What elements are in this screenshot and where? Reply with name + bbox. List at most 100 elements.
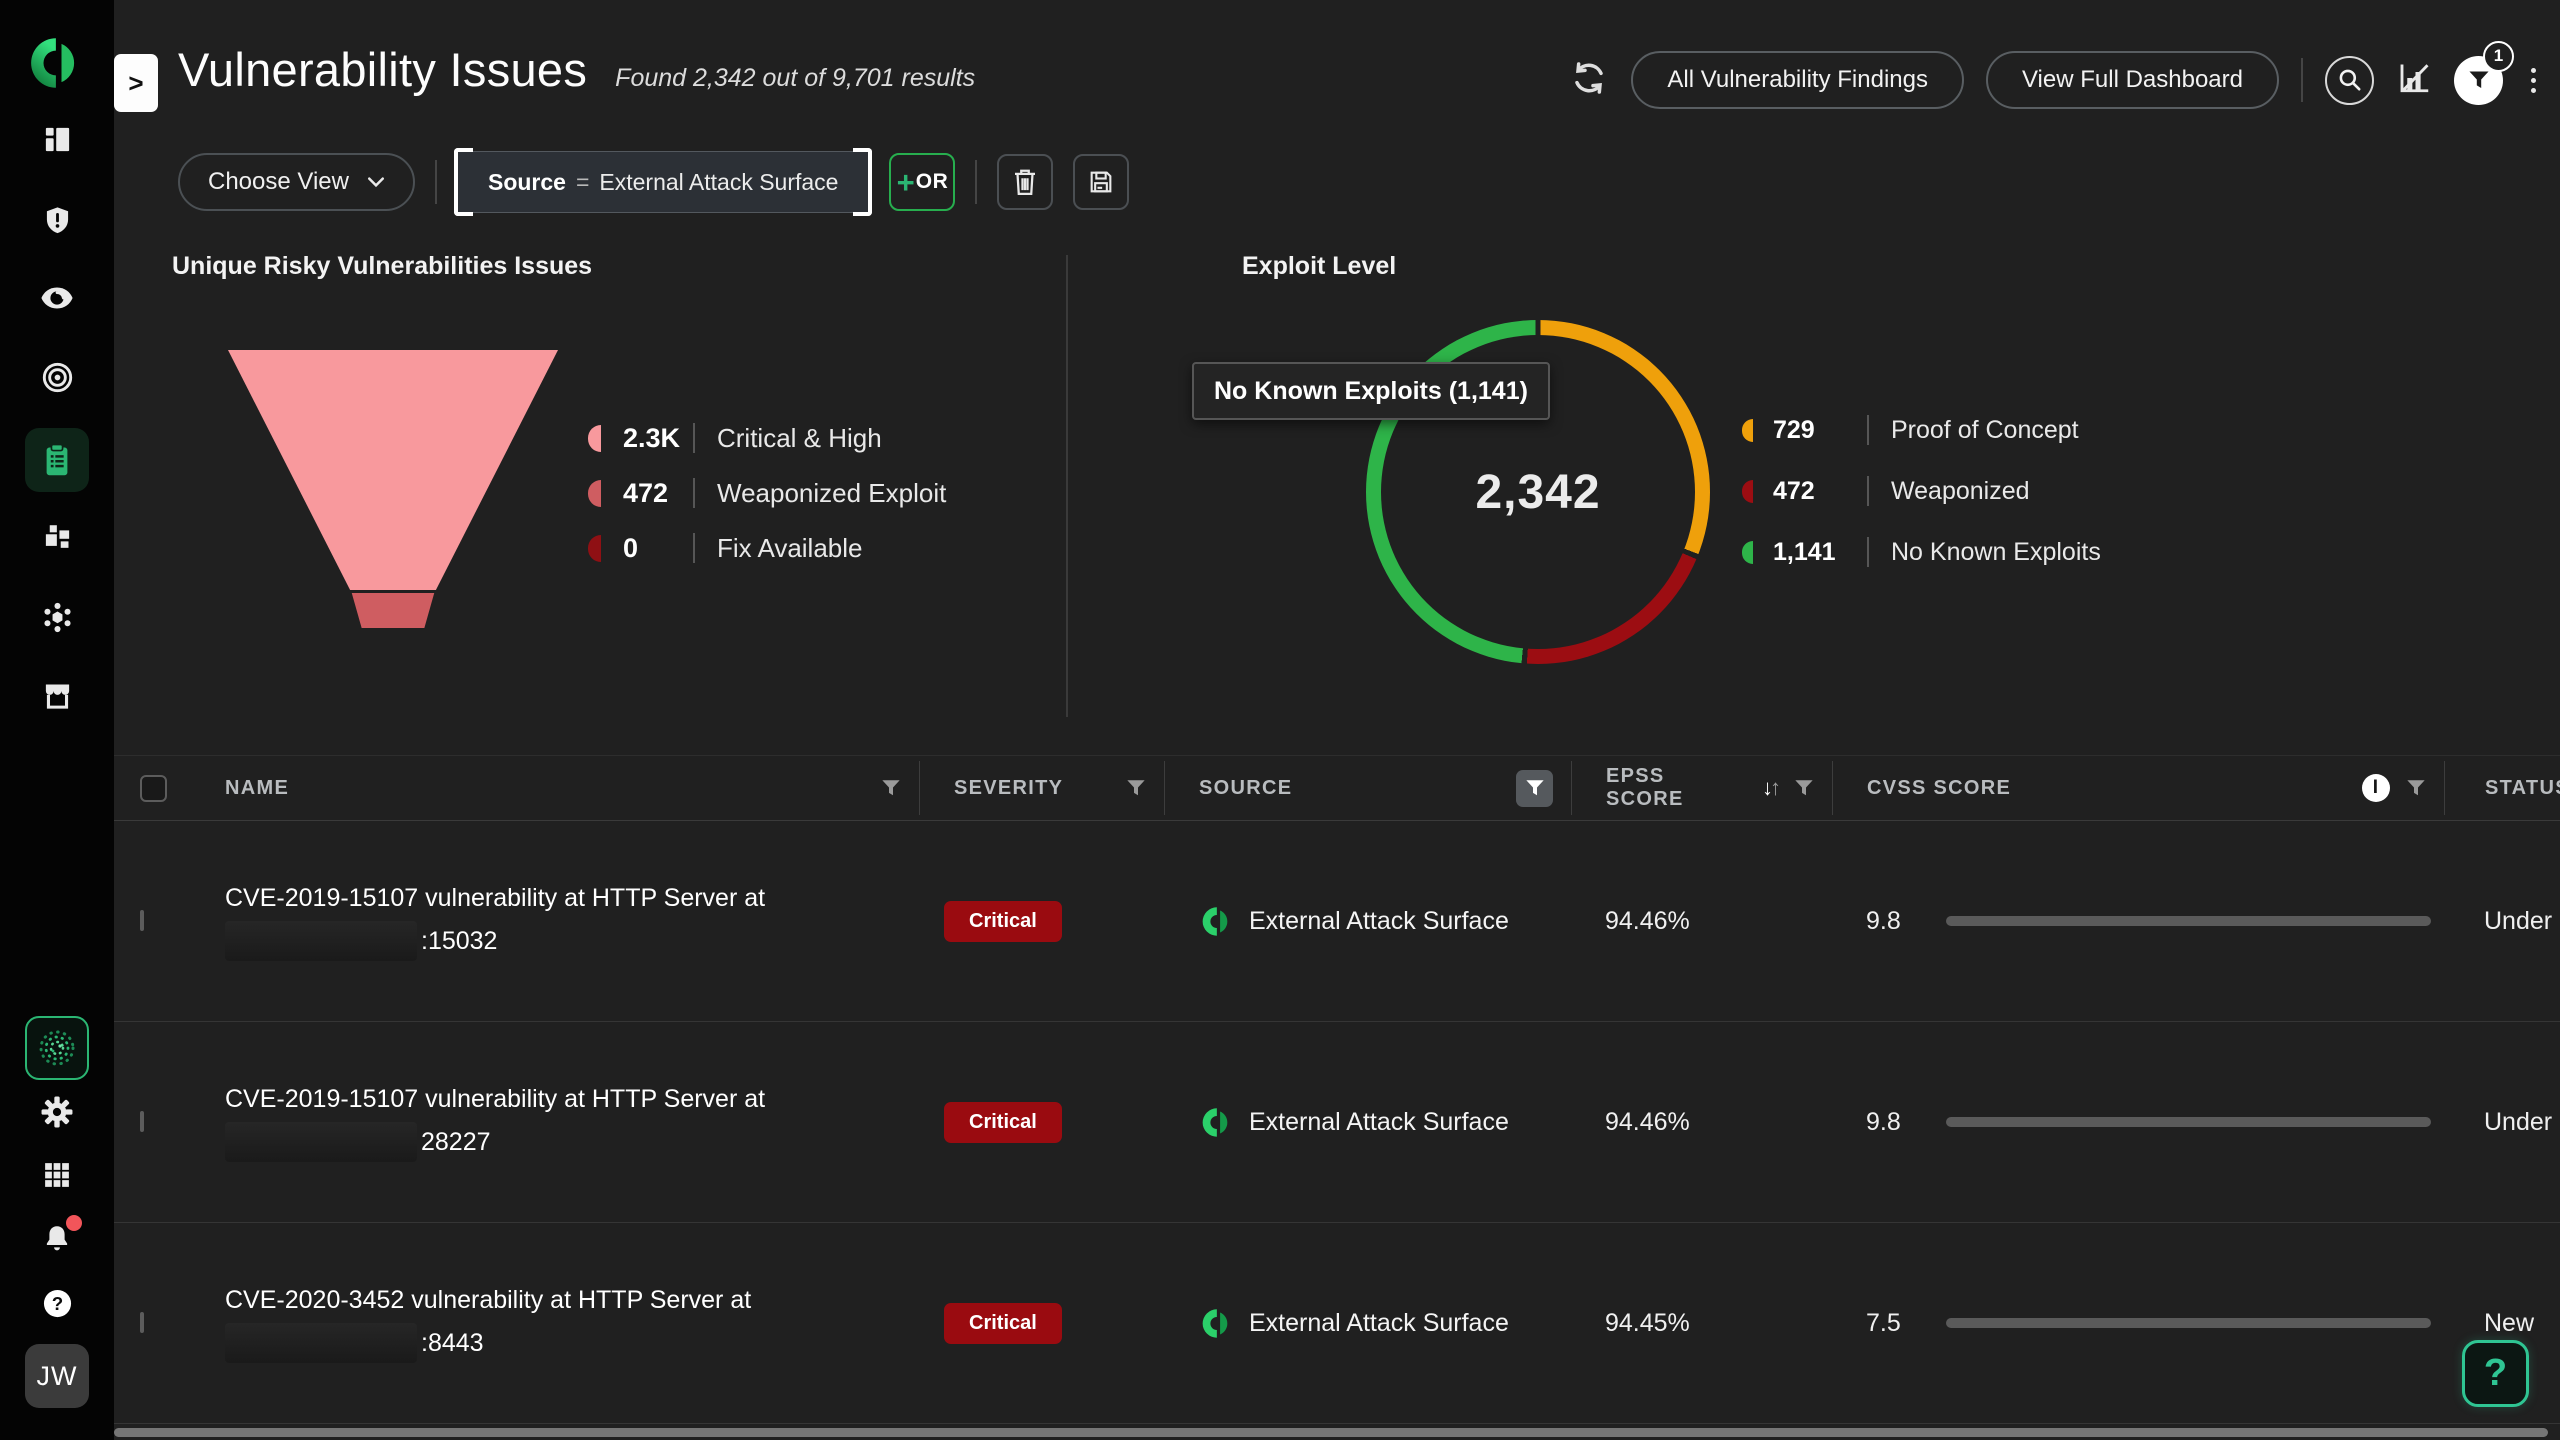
sidebar-item-settings[interactable] bbox=[0, 1096, 114, 1133]
legend-item: 2.3K Critical & High bbox=[588, 422, 946, 454]
sidebar-item-apps[interactable] bbox=[0, 1160, 114, 1195]
more-options-button[interactable] bbox=[2525, 62, 2542, 99]
legend-item: 472 Weaponized bbox=[1742, 475, 2101, 507]
vulnerability-name[interactable]: CVE-2020-3452 vulnerability at HTTP Serv… bbox=[214, 1283, 919, 1363]
panel-divider bbox=[1066, 255, 1068, 717]
select-all-checkbox[interactable] bbox=[140, 774, 167, 802]
severity-badge: Critical bbox=[944, 900, 1062, 942]
donut-total: 2,342 bbox=[1475, 465, 1601, 519]
cvss-score: 9.8 bbox=[1866, 1107, 1901, 1136]
row-checkbox[interactable] bbox=[140, 1111, 144, 1132]
choose-view-dropdown[interactable]: Choose View bbox=[178, 153, 415, 211]
risk-funnel-chart[interactable] bbox=[228, 350, 558, 628]
status-value: Under Investigation bbox=[2484, 1107, 2560, 1136]
status-value: Under Investigation bbox=[2484, 906, 2560, 935]
help-button[interactable]: ? bbox=[2462, 1340, 2529, 1407]
add-or-filter-button[interactable]: + OR bbox=[889, 153, 956, 211]
sidebar-item-dashboard[interactable] bbox=[0, 124, 114, 160]
cvss-cell: 7.5 bbox=[1832, 1309, 2444, 1338]
sidebar-item-widgets[interactable] bbox=[0, 522, 114, 558]
vulnerability-name[interactable]: CVE-2019-15107 vulnerability at HTTP Ser… bbox=[214, 1082, 919, 1162]
save-view-button[interactable] bbox=[1073, 154, 1130, 210]
cvss-score-bar bbox=[1946, 1117, 2431, 1127]
table-row[interactable]: CVE-2020-3452 vulnerability at HTTP Serv… bbox=[114, 1223, 2560, 1424]
sidebar-item-targets[interactable] bbox=[0, 361, 114, 399]
column-header-status[interactable]: Status bbox=[2444, 761, 2560, 815]
info-icon[interactable]: i bbox=[2362, 774, 2390, 802]
legend-item: 1,141 No Known Exploits bbox=[1742, 536, 2101, 568]
cvss-cell: 9.8 bbox=[1832, 907, 2444, 936]
header-actions: All Vulnerability Findings View Full Das… bbox=[1569, 40, 2542, 110]
table-row[interactable]: CVE-2019-15107 vulnerability at HTTP Ser… bbox=[114, 821, 2560, 1022]
ai-scan-icon bbox=[25, 1016, 89, 1080]
notification-dot bbox=[66, 1215, 82, 1231]
legend-marker bbox=[1742, 540, 1753, 564]
table-row[interactable]: CVE-2019-15107 vulnerability at HTTP Ser… bbox=[114, 1022, 2560, 1223]
filter-funnel-icon bbox=[2407, 780, 2425, 796]
search-button[interactable] bbox=[2325, 55, 2374, 105]
sidebar-item-risk[interactable] bbox=[0, 204, 114, 242]
column-header-source[interactable]: Source bbox=[1164, 761, 1571, 815]
all-vulnerability-findings-button[interactable]: All Vulnerability Findings bbox=[1631, 51, 1964, 109]
active-filter-funnel-icon[interactable] bbox=[1516, 769, 1553, 807]
refresh-icon[interactable] bbox=[1569, 58, 1609, 103]
active-filter-chip[interactable]: Source = External Attack Surface bbox=[453, 148, 872, 216]
severity-badge: Critical bbox=[944, 1302, 1062, 1344]
search-icon bbox=[2339, 69, 2361, 91]
cvss-score: 9.8 bbox=[1866, 906, 1901, 935]
divider bbox=[975, 160, 978, 204]
sidebar-item-notifications[interactable] bbox=[0, 1215, 114, 1261]
status-value: New bbox=[2484, 1308, 2535, 1337]
row-checkbox[interactable] bbox=[140, 910, 144, 931]
legend-marker bbox=[588, 424, 601, 452]
notifications-bell-icon bbox=[41, 1215, 82, 1261]
row-checkbox[interactable] bbox=[140, 1312, 144, 1333]
sidebar-item-cluster[interactable] bbox=[0, 601, 114, 639]
filter-funnel-icon bbox=[2468, 71, 2489, 88]
sidebar-item-visibility[interactable] bbox=[0, 283, 114, 318]
widgets-icon bbox=[42, 522, 73, 558]
chart-icon bbox=[2400, 63, 2429, 92]
column-header-cvss[interactable]: CVSS Score i bbox=[1832, 761, 2444, 815]
settings-gear-icon bbox=[41, 1096, 73, 1133]
column-header-epss[interactable]: EPSS Score ↓↑ bbox=[1571, 761, 1832, 815]
svg-text:?: ? bbox=[51, 1293, 62, 1314]
sidebar-expand-button[interactable]: > bbox=[114, 54, 158, 112]
cvss-score: 7.5 bbox=[1866, 1308, 1901, 1337]
cvss-score-bar bbox=[1946, 916, 2431, 926]
funnel-tier-critical-high bbox=[228, 350, 558, 590]
sidebar: ? JW bbox=[0, 0, 114, 1440]
app-logo[interactable] bbox=[0, 36, 114, 95]
sidebar-item-ai-scan[interactable] bbox=[0, 1016, 114, 1080]
apps-grid-icon bbox=[42, 1160, 72, 1195]
epss-score: 94.46% bbox=[1605, 1107, 1690, 1136]
help-circle-icon: ? bbox=[42, 1288, 73, 1324]
exploit-legend: 729 Proof of Concept 472 Weaponized 1,14… bbox=[1742, 414, 2101, 568]
cluster-icon bbox=[41, 601, 74, 639]
horizontal-scrollbar[interactable] bbox=[114, 1428, 2548, 1437]
redacted-host bbox=[225, 1122, 417, 1162]
view-full-dashboard-button[interactable]: View Full Dashboard bbox=[1985, 51, 2279, 109]
sidebar-user-avatar[interactable]: JW bbox=[0, 1344, 114, 1408]
filters-button[interactable]: 1 bbox=[2454, 40, 2514, 105]
sidebar-item-help[interactable]: ? bbox=[0, 1288, 114, 1324]
redacted-host bbox=[225, 1323, 417, 1363]
legend-item: 729 Proof of Concept bbox=[1742, 414, 2101, 446]
epss-score: 94.46% bbox=[1605, 906, 1690, 935]
chart-view-button[interactable] bbox=[2396, 60, 2432, 101]
app-logo-icon bbox=[30, 36, 84, 95]
sidebar-item-marketplace[interactable] bbox=[0, 680, 114, 716]
funnel-legend: 2.3K Critical & High 472 Weaponized Expl… bbox=[588, 422, 946, 564]
target-icon bbox=[41, 361, 74, 399]
delete-filters-button[interactable] bbox=[997, 154, 1054, 210]
storefront-icon bbox=[41, 680, 74, 716]
source-cell: External Attack Surface bbox=[1164, 906, 1571, 937]
eye-icon bbox=[39, 283, 75, 318]
source-cell: External Attack Surface bbox=[1164, 1308, 1571, 1339]
table-header: Name Severity Source EPSS Score ↓↑ CVSS … bbox=[114, 755, 2560, 821]
vulnerability-name[interactable]: CVE-2019-15107 vulnerability at HTTP Ser… bbox=[214, 881, 919, 961]
column-header-name[interactable]: Name bbox=[214, 761, 919, 815]
column-header-severity[interactable]: Severity bbox=[919, 761, 1164, 815]
sidebar-item-issues-active[interactable] bbox=[0, 428, 114, 492]
legend-marker bbox=[588, 479, 601, 507]
